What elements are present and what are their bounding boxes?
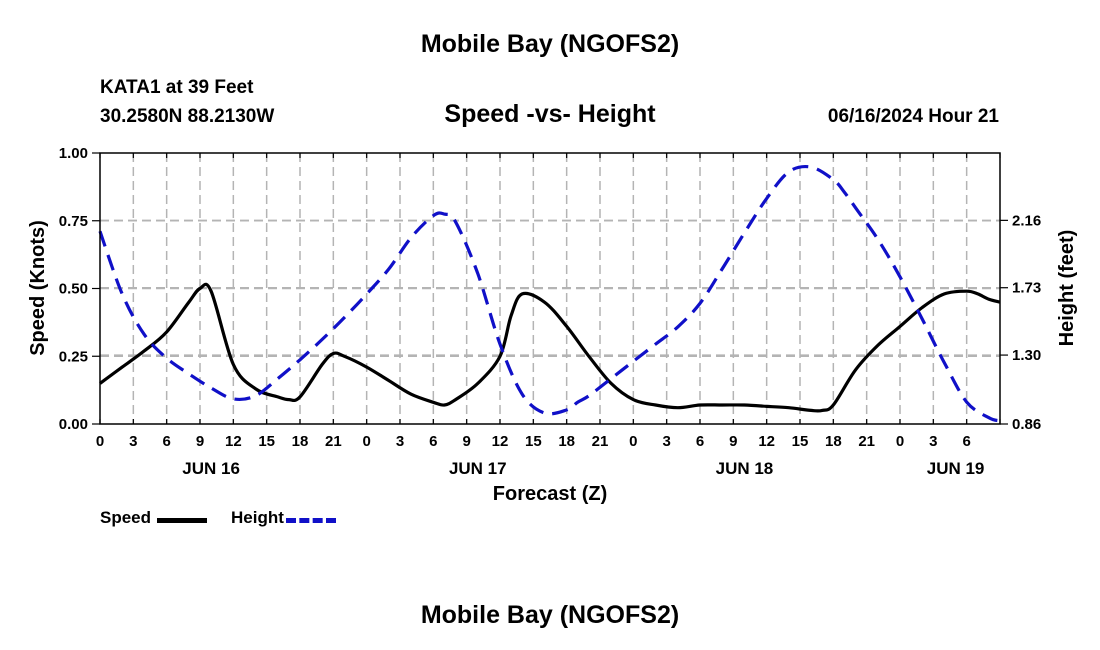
date-label: JUN 17 [449,459,507,478]
date-label: JUN 16 [182,459,240,478]
timestamp-label: 06/16/2024 Hour 21 [827,106,999,127]
x-tick-label: 0 [629,433,637,450]
x-tick-label: 12 [225,433,242,450]
x-tick-label: 6 [962,433,970,450]
x-tick-label: 18 [558,433,575,450]
legend-height-label: Height [231,508,284,527]
legend-speed-label: Speed [100,508,152,527]
x-tick-label: 3 [129,433,137,450]
x-tick-label: 21 [858,433,875,450]
y-axis-title-speed: Speed (Knots) [27,220,49,356]
x-tick-label: 15 [525,433,542,450]
footer-title: Mobile Bay (NGOFS2) [420,601,680,629]
x-tick-label: 15 [258,433,275,450]
series-line-height [98,164,1001,423]
x-tick-label: 9 [729,433,737,450]
legend-speed-swatch [157,517,208,523]
chart-subtitle: Speed -vs- Height [444,100,656,128]
series-lines [98,164,1001,423]
x-tick-label: 15 [792,433,809,450]
y-tick-label-speed: 0.50 [59,281,88,298]
date-label: JUN 18 [716,459,774,478]
x-tick-label: 0 [96,433,104,450]
x-tick-label: 21 [325,433,342,450]
series-line-speed [99,282,1001,413]
x-tick-label: 18 [292,433,309,450]
x-tick-label: 0 [896,433,904,450]
x-tick-label: 6 [162,433,170,450]
station-label: KATA1 at 39 Feet [100,77,254,98]
y-tick-label-speed: 0.00 [59,416,88,433]
x-tick-label: 12 [758,433,775,450]
y-tick-label-speed: 0.75 [59,213,88,230]
y-axis-title-height: Height (feet) [1056,230,1078,347]
main-title: Mobile Bay (NGOFS2) [420,30,680,58]
coordinates-label: 30.2580N 88.2130W [100,106,275,127]
x-tick-label: 9 [196,433,204,450]
x-tick-label: 0 [362,433,370,450]
y-tick-label-speed: 0.25 [59,348,88,365]
x-tick-label: 12 [492,433,509,450]
y-tick-label-height: 1.30 [1012,347,1041,364]
date-label: JUN 19 [927,459,985,478]
x-tick-label: 3 [396,433,404,450]
y-tick-label-height: 0.86 [1012,416,1041,433]
legend-height-swatch [285,517,336,523]
x-tick-label: 3 [929,433,937,450]
axes: 0 3 6 9 12 15 18 21 0 3 6 9 12 15 18 21 0 3 6 9 12 15 18 21 0 3 6 0… [59,145,1041,478]
x-axis-title: Forecast (Z) [493,483,607,505]
legend-speed: Speed [100,508,208,528]
x-tick-label: 6 [429,433,437,450]
y-tick-label-height: 2.16 [1012,212,1041,229]
x-tick-label: 6 [696,433,704,450]
x-tick-label: 3 [662,433,670,450]
x-tick-label: 21 [592,433,609,450]
y-tick-label-speed: 1.00 [59,145,88,162]
x-tick-label: 9 [462,433,470,450]
legend-height: Height [231,508,336,528]
y-tick-label-height: 1.73 [1012,280,1041,297]
x-tick-label: 18 [825,433,842,450]
grid-lines [100,153,1000,424]
